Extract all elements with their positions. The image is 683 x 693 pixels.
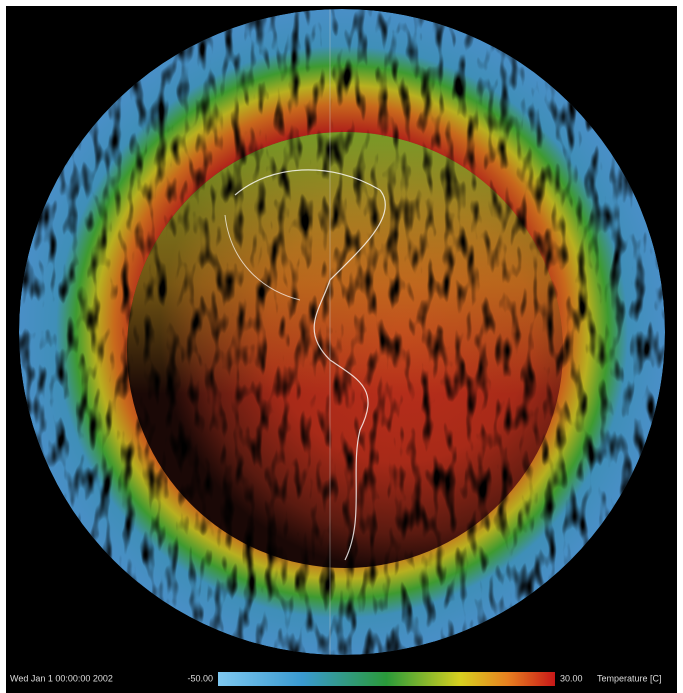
globe (19, 9, 665, 655)
visualization: Wed Jan 1 00:00:00 2002 -50.00 30.00 Tem… (0, 0, 683, 693)
colorbar-max: 30.00 (560, 673, 583, 683)
timestamp: Wed Jan 1 00:00:00 2002 (10, 673, 113, 683)
page: {"timestamp": "Wed Jan 1 00:00:00 2002",… (0, 0, 683, 693)
colorbar-min: -50.00 (187, 673, 213, 683)
colorbar (218, 672, 555, 686)
colorbar-title: Temperature [C] (597, 673, 662, 683)
flow-texture (19, 9, 665, 655)
